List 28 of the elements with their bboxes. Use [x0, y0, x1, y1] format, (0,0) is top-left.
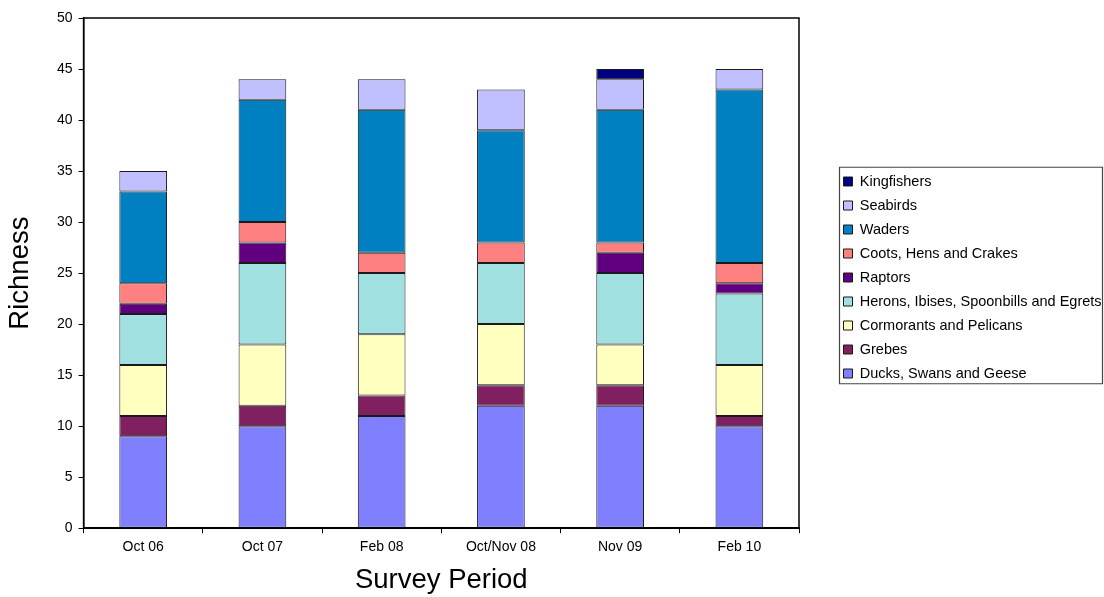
legend-label: Herons, Ibises, Spoonbills and Egrets [859, 292, 1102, 309]
y-tick-label: 15 [56, 366, 73, 382]
legend-label: Ducks, Swans and Geese [859, 364, 1027, 381]
legend-label: Grebes [859, 340, 908, 357]
y-axis-title: Richness [3, 216, 35, 330]
y-tick-label: 45 [56, 59, 73, 76]
y-tick-label: 5 [64, 468, 73, 485]
y-tick-label: 50 [56, 8, 73, 25]
x-tick-label: Oct/Nov 08 [465, 538, 537, 555]
x-tick-label: Feb 10 [717, 538, 762, 555]
y-tick-label: 30 [56, 212, 73, 229]
legend-label: Coots, Hens and Crakes [859, 244, 1018, 261]
x-tick-label: Oct 06 [122, 538, 165, 555]
x-tick-label: Oct 07 [241, 538, 284, 555]
legend-label: Seabirds [859, 196, 917, 213]
legend-label: Waders [859, 220, 910, 237]
x-axis-title: Survey Period [354, 563, 528, 595]
legend-label: Kingfishers [859, 172, 932, 189]
y-tick-label: 25 [56, 263, 73, 280]
x-tick-label: Nov 09 [597, 538, 643, 555]
y-tick-label: 10 [56, 417, 73, 434]
y-tick-label: 20 [56, 314, 73, 331]
legend-label: Cormorants and Pelicans [859, 316, 1023, 333]
y-tick-label: 35 [56, 161, 73, 178]
y-tick-label: 0 [64, 519, 73, 536]
x-tick-label: Feb 08 [359, 538, 404, 555]
y-tick-label: 40 [56, 110, 73, 127]
legend-label: Raptors [859, 268, 911, 285]
